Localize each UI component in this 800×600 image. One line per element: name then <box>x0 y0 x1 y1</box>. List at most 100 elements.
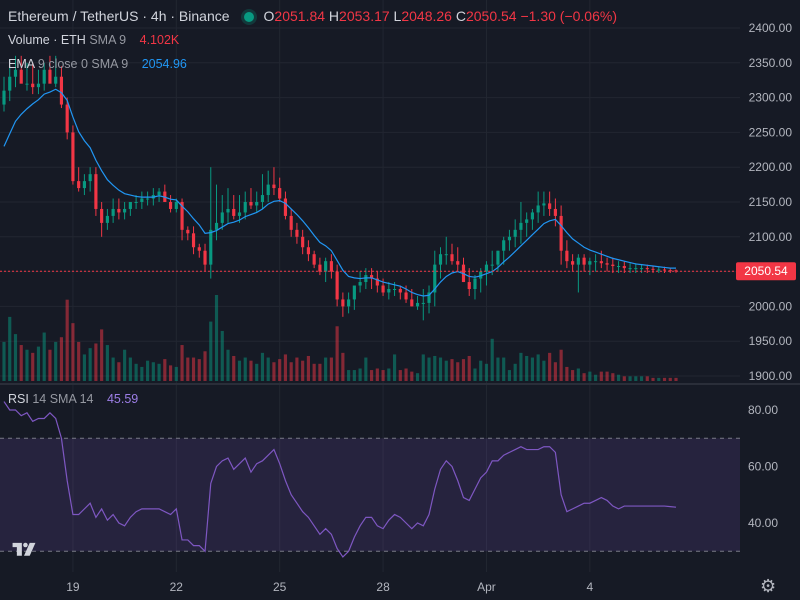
rsi-band-fill <box>0 438 740 552</box>
price-axis-label: 1900.00 <box>749 369 793 383</box>
rsi-axis-label: 80.00 <box>748 403 778 417</box>
candle-body <box>548 203 552 209</box>
candle-body <box>605 263 609 265</box>
candle-body <box>174 202 178 209</box>
tradingview-logo-icon[interactable] <box>10 540 38 560</box>
candle-body <box>450 254 454 262</box>
candle-body <box>542 203 546 206</box>
candle-body <box>588 261 592 265</box>
volume-bar <box>616 374 621 381</box>
candle-body <box>553 208 557 216</box>
volume-bar <box>117 362 121 381</box>
volume-bar <box>128 357 132 381</box>
candle-body <box>59 76 64 105</box>
volume-bar <box>174 366 178 381</box>
symbol-title[interactable]: Ethereum / TetherUS · 4h · Binance <box>8 8 230 24</box>
volume-bar <box>180 345 184 381</box>
price-axis: 2400.00 2350.00 2300.00 2250.00 2200.00 2150.… <box>749 21 793 383</box>
candle-body <box>128 202 132 209</box>
volume-bar <box>507 370 512 381</box>
volume-bar <box>134 363 138 381</box>
candle-body <box>191 233 196 248</box>
candle-body <box>295 229 299 237</box>
candle-body <box>335 271 339 300</box>
candle-body <box>197 247 201 251</box>
candle-body <box>209 229 213 265</box>
candle-body <box>117 208 121 213</box>
volume-bar <box>352 370 356 381</box>
volume-bar <box>599 371 603 381</box>
volume-bar <box>358 368 362 381</box>
candle-body <box>513 229 517 237</box>
volume-bar <box>456 362 460 381</box>
volume-bar <box>605 371 609 381</box>
volume-legend[interactable]: Volume · ETH SMA 9 4.102K <box>8 33 179 47</box>
volume-ma: SMA 9 <box>89 33 127 47</box>
volume-bar <box>226 349 230 381</box>
rsi-name: RSI <box>8 392 29 406</box>
last-price-tag-bg <box>736 262 796 281</box>
candle-body <box>88 174 92 182</box>
volume-bar <box>54 341 58 381</box>
volume-bar <box>163 359 167 381</box>
volume-bar <box>232 355 236 381</box>
candle-body <box>243 202 247 213</box>
candle-body <box>415 302 420 307</box>
candle-body <box>123 208 127 213</box>
volume-bar <box>628 376 632 381</box>
candle-body <box>36 83 41 88</box>
volume-bar <box>392 354 397 381</box>
candle-body <box>203 250 207 265</box>
candle-body <box>565 250 569 262</box>
candle-body <box>278 188 282 199</box>
volume-bar <box>438 357 443 381</box>
volume-bar <box>657 377 661 381</box>
candle-body <box>490 264 494 266</box>
volume-bar <box>48 349 52 381</box>
volume-value: 4.102K <box>139 33 180 47</box>
candle-body <box>484 264 489 272</box>
candle-body <box>530 212 534 220</box>
rsi-params: 14 SMA 14 <box>32 392 94 406</box>
candle-body <box>651 268 655 270</box>
volume-bar <box>421 354 425 381</box>
price-axis-label: 2200.00 <box>749 160 793 174</box>
volume-bar <box>105 345 109 381</box>
candle-body <box>266 184 270 196</box>
candle-body <box>220 212 224 223</box>
candle-body <box>324 261 328 272</box>
candle-body <box>318 264 322 272</box>
volume-bar <box>59 337 64 381</box>
ema-name: EMA <box>8 57 35 71</box>
volume-bar <box>203 351 207 381</box>
rsi-axis: 80.00 60.00 40.00 <box>748 403 778 530</box>
volume-bar <box>301 360 305 381</box>
candle-body <box>226 208 230 213</box>
candle-body <box>375 278 379 286</box>
volume-bar <box>387 368 391 381</box>
open-value: 2051.84 <box>274 8 326 24</box>
volume-bar <box>525 355 529 381</box>
candle-body <box>421 302 425 304</box>
volume-bar <box>157 363 161 381</box>
candle-body <box>25 83 29 85</box>
volume-bar <box>289 362 293 381</box>
candle-body <box>65 104 69 133</box>
candle-body <box>611 264 615 267</box>
volume-bar <box>450 359 454 381</box>
rsi-axis-label: 40.00 <box>748 516 778 530</box>
rsi-legend[interactable]: RSI 14 SMA 14 45.59 <box>8 392 138 406</box>
volume-bar <box>513 363 517 381</box>
candle-body <box>433 264 437 293</box>
candle-body <box>496 250 500 265</box>
gear-icon[interactable]: ⚙ <box>760 576 777 596</box>
candle-body <box>283 198 288 216</box>
candle-body <box>48 69 52 84</box>
rsi-value: 45.59 <box>106 392 139 406</box>
volume-bar <box>347 370 351 381</box>
candle-body <box>341 299 345 307</box>
ema-legend[interactable]: EMA 9 close 0 SMA 9 2054.96 <box>8 57 187 71</box>
candle-body <box>105 215 109 223</box>
volume-bar <box>553 362 557 381</box>
